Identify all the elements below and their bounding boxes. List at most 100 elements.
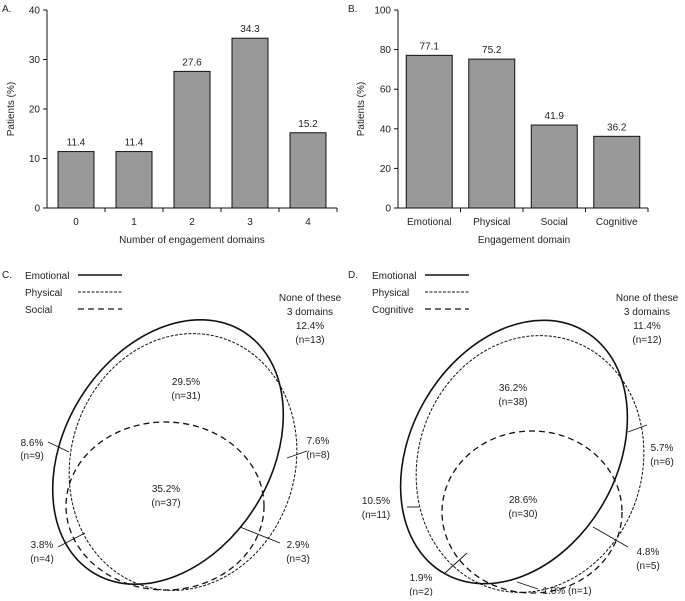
data-label: 34.3 <box>240 24 260 35</box>
leader-line <box>627 424 648 433</box>
region-label: 2.9% <box>287 540 310 551</box>
panel-a-ylabel: Patients (%) <box>6 82 17 136</box>
x-tick-label: Emotional <box>407 217 451 228</box>
region-n: (n=11) <box>362 510 390 521</box>
panel-b-label: B. <box>348 4 357 15</box>
bar <box>289 132 327 209</box>
ellipse-emotional <box>399 319 629 585</box>
bar <box>231 37 269 209</box>
region-n: (n=3) <box>286 554 310 565</box>
y-tick-label: 10 <box>29 154 41 165</box>
region-n: (n=6) <box>650 457 674 468</box>
none-label-d: None of these 3 domains 11.4% (n=12) <box>616 293 679 346</box>
region-label: 10.5% <box>362 496 390 507</box>
y-tick-label: 100 <box>374 6 391 17</box>
panel-d: D. Emotional Physical Cognitive None of … <box>348 270 679 598</box>
x-tick-label: Physical <box>473 217 510 228</box>
data-label: 77.1 <box>420 41 440 52</box>
data-label: 41.9 <box>545 111 565 122</box>
ellipse-cognitive <box>441 430 623 594</box>
leader-line <box>57 532 86 548</box>
panel-a: A. Patients (%) Number of engagement dom… <box>2 4 338 246</box>
region-label: 8.6% <box>21 438 44 449</box>
ellipse-emotional <box>51 318 285 586</box>
region-label: 7.6% <box>307 436 330 447</box>
x-tick-label: Social <box>541 217 568 228</box>
none-label-c: None of these 3 domains 12.4% (n=13) <box>279 293 342 346</box>
region-n: (n=38) <box>498 397 527 408</box>
x-tick-label: 4 <box>305 217 311 228</box>
region-label: 1.9% <box>410 573 433 584</box>
none-pct: 12.4% <box>296 321 324 332</box>
leader-line <box>286 450 308 459</box>
data-label: 75.2 <box>482 45 502 56</box>
x-tick-label: 2 <box>189 217 195 228</box>
ellipse-physical <box>68 333 298 591</box>
leader-line <box>47 441 70 453</box>
region-label: 3.8% <box>31 540 54 551</box>
panel-a-xlabel: Number of engagement domains <box>119 235 265 246</box>
leader-line <box>444 552 468 574</box>
region-n: (n=9) <box>20 451 44 462</box>
leader-line <box>592 526 629 548</box>
none-text: None of these <box>616 293 679 304</box>
none-n: (n=12) <box>632 335 661 346</box>
region-label: 29.5% <box>172 377 200 388</box>
region-label: 1.0% (n=1) <box>542 586 591 596</box>
bar <box>173 70 211 209</box>
legend-cognitive: Cognitive <box>372 305 414 316</box>
legend-emotional: Emotional <box>372 271 416 282</box>
none-text: 3 domains <box>287 307 333 318</box>
region-label: 35.2% <box>152 484 180 495</box>
none-text: 3 domains <box>624 307 670 318</box>
x-tick-label: 0 <box>73 217 79 228</box>
y-tick-label: 0 <box>385 204 391 215</box>
y-tick-label: 80 <box>380 45 392 56</box>
bar <box>115 151 153 209</box>
y-tick-label: 60 <box>380 85 392 96</box>
data-label: 15.2 <box>298 119 318 130</box>
leader-line <box>516 581 539 590</box>
ellipse-physical <box>415 335 645 593</box>
bar <box>57 151 95 209</box>
y-tick-label: 40 <box>29 6 41 17</box>
y-tick-label: 30 <box>29 55 41 66</box>
legend-social: Social <box>25 305 52 316</box>
bar <box>468 58 516 209</box>
region-n: (n=4) <box>30 554 54 565</box>
panel-c: C. Emotional Physical Social None of the… <box>2 270 342 591</box>
y-tick-label: 20 <box>29 105 41 116</box>
y-tick-label: 40 <box>380 124 392 135</box>
data-label: 27.6 <box>182 57 202 68</box>
x-tick-label: Cognitive <box>596 217 638 228</box>
panel-b: B. Patients (%) Engagement domain 0 20 40 6… <box>348 4 649 246</box>
data-label: 36.2 <box>607 122 627 133</box>
panel-d-label: D. <box>348 270 358 281</box>
panel-b-ylabel: Patients (%) <box>356 82 367 136</box>
data-label: 11.4 <box>125 138 144 149</box>
x-tick-label: 3 <box>247 217 253 228</box>
region-n: (n=31) <box>171 391 200 402</box>
y-tick-label: 20 <box>380 164 392 175</box>
bar <box>530 124 578 209</box>
bar <box>405 54 453 209</box>
region-n: (n=5) <box>636 561 660 572</box>
none-text: None of these <box>279 293 342 304</box>
bar <box>593 135 641 209</box>
none-n: (n=13) <box>295 335 324 346</box>
region-label: 28.6% <box>509 495 537 506</box>
region-label: 36.2% <box>499 383 527 394</box>
region-label: 5.7% <box>651 443 674 454</box>
panel-a-label: A. <box>2 4 11 15</box>
region-n: (n=8) <box>306 450 330 461</box>
none-pct: 11.4% <box>633 321 661 332</box>
leader-line <box>239 526 281 544</box>
region-label: 4.8% <box>637 547 660 558</box>
legend-physical: Physical <box>372 288 409 299</box>
ellipse-social <box>65 421 265 591</box>
region-n: (n=2) <box>409 587 433 596</box>
region-n: (n=30) <box>508 509 537 520</box>
y-tick-label: 0 <box>34 204 40 215</box>
